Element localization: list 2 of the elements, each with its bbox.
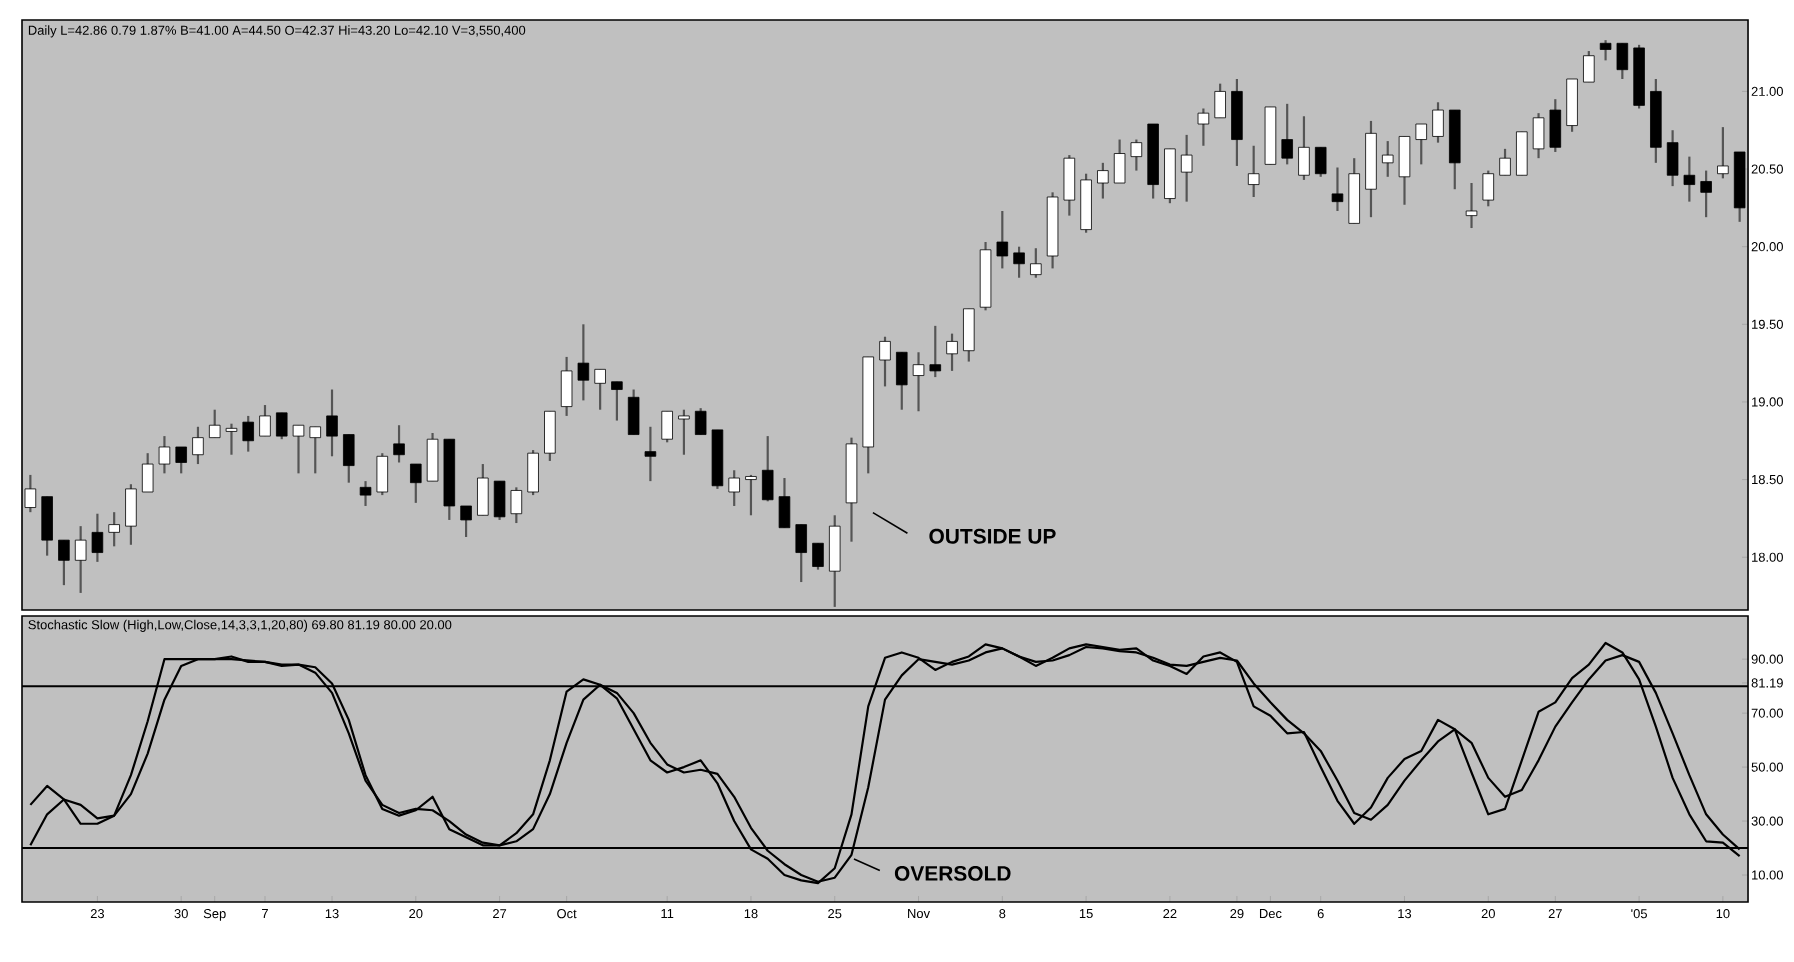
- annotation: OUTSIDE UP: [929, 528, 1056, 544]
- annotation: OVERSOLD: [894, 866, 1011, 881]
